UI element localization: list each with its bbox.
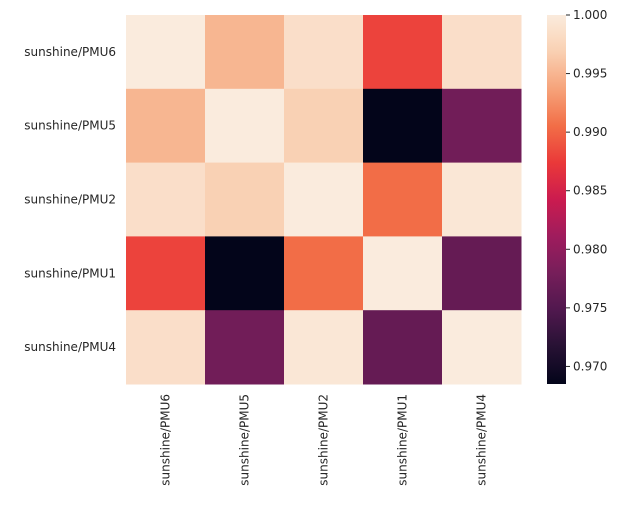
column-label: sunshine/PMU4 (475, 394, 489, 486)
heatmap-cell (126, 236, 206, 311)
row-label: sunshine/PMU1 (24, 266, 116, 280)
row-label: sunshine/PMU2 (24, 193, 116, 207)
heatmap-cell (442, 15, 522, 90)
colorbar-tick-label: 0.975 (573, 301, 607, 315)
heatmap-cell (363, 162, 443, 237)
colorbar-tick-label: 0.970 (573, 359, 607, 373)
column-label: sunshine/PMU5 (238, 394, 252, 486)
colorbar-tick-label: 0.995 (573, 67, 607, 81)
colorbar-tick-label: 1.000 (573, 8, 607, 22)
heatmap-cell (442, 236, 522, 311)
column-label: sunshine/PMU6 (159, 394, 173, 486)
heatmap-cell (442, 162, 522, 237)
column-label: sunshine/PMU1 (396, 394, 410, 486)
colorbar-tick-label: 0.985 (573, 184, 607, 198)
heatmap-cell (284, 310, 364, 385)
heatmap-cell (442, 88, 522, 164)
row-label: sunshine/PMU6 (24, 45, 116, 59)
heatmap-cell (363, 88, 443, 164)
heatmap-cell (126, 310, 206, 385)
heatmap-cell (363, 15, 443, 90)
heatmap-cell (284, 162, 364, 237)
heatmap-cell (284, 236, 364, 311)
heatmap-cell (363, 236, 443, 311)
heatmap-cells (126, 15, 522, 385)
colorbar-tick-label: 0.980 (573, 242, 607, 256)
colorbar-gradient (547, 15, 566, 384)
heatmap-cell (205, 15, 285, 90)
colorbar-tick-label: 0.990 (573, 125, 607, 139)
heatmap-cell (363, 310, 443, 385)
heatmap-cell (442, 310, 522, 385)
row-label: sunshine/PMU4 (24, 340, 116, 354)
heatmap-cell (126, 162, 206, 237)
heatmap-cell (284, 15, 364, 90)
row-labels: sunshine/PMU6 sunshine/PMU5 sunshine/PMU2 s… (24, 45, 116, 354)
heatmap-cell (126, 15, 206, 90)
colorbar: 0.970 0.975 0.980 0.985 0.990 0.995 1.000 (547, 8, 607, 384)
heatmap-cell (205, 236, 285, 311)
heatmap-cell (205, 88, 285, 164)
heatmap-cell (126, 88, 206, 164)
heatmap-cell (284, 88, 364, 164)
column-label: sunshine/PMU2 (317, 394, 331, 486)
heatmap-cell (205, 310, 285, 385)
column-labels: sunshine/PMU6 sunshine/PMU5 sunshine/PMU2 s… (159, 394, 489, 486)
heatmap-cell (205, 162, 285, 237)
row-label: sunshine/PMU5 (24, 119, 116, 133)
